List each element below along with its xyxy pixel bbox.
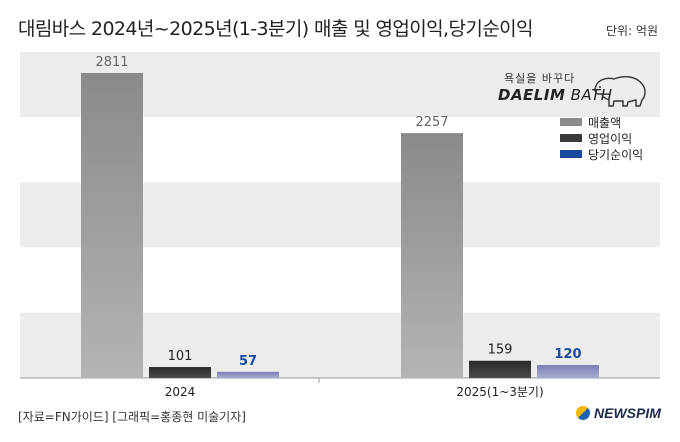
bar-sales-0 bbox=[81, 73, 143, 378]
daelim-bath-logo: 욕실을 바꾸다 DAELIM BATH bbox=[496, 70, 656, 110]
logo-name: DAELIM BATH bbox=[498, 86, 613, 104]
source-credit: [자료=FN가이드] [그래픽=홍종현 미술기자] bbox=[18, 410, 246, 424]
bar-sales-1 bbox=[401, 133, 463, 378]
data-label-operating-profit-0: 101 bbox=[168, 349, 193, 364]
newspim-logo-icon bbox=[576, 406, 590, 420]
data-label-operating-profit-1: 159 bbox=[488, 343, 513, 358]
bar-net-income-1 bbox=[537, 364, 599, 378]
polar-bear-icon bbox=[594, 76, 646, 107]
bar-operating-profit-0 bbox=[149, 367, 211, 378]
bar-net-income-0 bbox=[217, 371, 279, 378]
chart-title: 대림바스 2024년~2025년(1-3분기) 매출 및 영업이익,당기순이익 bbox=[18, 18, 533, 40]
legend-label-operating-profit: 영업이익 bbox=[588, 131, 633, 146]
newspim-brand-label: NEWSPIM bbox=[594, 405, 661, 421]
logo-tagline: 욕실을 바꾸다 bbox=[504, 72, 576, 85]
legend-item-net-income: 당기순이익 bbox=[560, 146, 643, 162]
newspim-brand: NEWSPIM bbox=[576, 405, 661, 421]
logo-name-bold: DAELIM bbox=[498, 86, 566, 104]
logo-name-light: BATH bbox=[565, 86, 613, 104]
data-label-net-income-1: 120 bbox=[554, 347, 581, 362]
legend-label-net-income: 당기순이익 bbox=[588, 147, 644, 162]
x-tick-label-1: 2025(1~3분기) bbox=[456, 385, 543, 399]
legend-swatch-sales bbox=[560, 118, 582, 126]
legend-swatch-operating-profit bbox=[560, 134, 582, 142]
data-label-net-income-0: 57 bbox=[239, 354, 257, 369]
data-label-sales-0: 2811 bbox=[95, 55, 128, 70]
unit-label: 단위: 억원 bbox=[605, 24, 658, 38]
x-tick-label-0: 2024 bbox=[165, 385, 196, 399]
data-label-sales-1: 2257 bbox=[415, 115, 448, 130]
legend-item-operating-profit: 영업이익 bbox=[560, 130, 643, 146]
legend-swatch-net-income bbox=[560, 150, 582, 158]
bar-operating-profit-1 bbox=[469, 360, 531, 378]
legend-label-sales: 매출액 bbox=[588, 115, 622, 130]
legend-item-sales: 매출액 bbox=[560, 114, 643, 130]
chart-legend: 매출액 영업이익 당기순이익 bbox=[560, 114, 643, 162]
